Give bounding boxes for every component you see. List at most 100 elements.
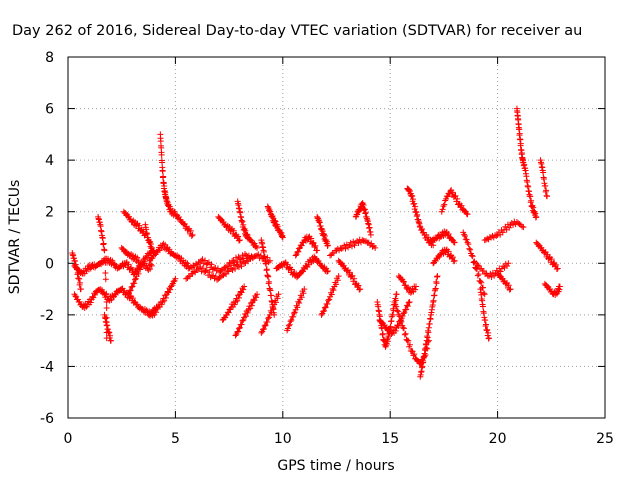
data-point-interp <box>214 265 221 272</box>
data-point-interp <box>485 329 492 336</box>
data-point-interp <box>394 307 401 314</box>
data-point-interp <box>263 266 270 273</box>
data-point-interp <box>484 235 491 242</box>
data-point-interp <box>242 313 249 320</box>
data-point-interp <box>266 278 273 285</box>
series-arc-26 <box>327 236 379 259</box>
data-point <box>314 247 321 254</box>
data-point-interp <box>424 334 431 341</box>
data-point-interp <box>403 306 410 313</box>
data-point-interp <box>132 275 139 282</box>
data-point-interp <box>240 255 247 262</box>
data-point-interp <box>404 303 411 310</box>
series-arc-44 <box>537 157 551 200</box>
data-point-interp <box>389 311 396 318</box>
series-arc-27 <box>352 200 374 238</box>
data-point <box>546 255 553 262</box>
data-point-interp <box>351 275 358 282</box>
data-point-interp <box>484 326 491 333</box>
data-point-interp <box>125 261 132 268</box>
data-point-interp <box>412 286 419 293</box>
data-point-interp <box>210 272 217 279</box>
data-point-interp <box>272 299 279 306</box>
data-point-interp <box>355 282 362 289</box>
data-point <box>318 311 325 318</box>
data-point-interp <box>139 261 146 268</box>
data-point-interp <box>454 195 461 202</box>
data-point-interp <box>247 305 254 312</box>
data-point <box>129 283 136 290</box>
data-point-interp <box>265 315 272 322</box>
data-point-interp <box>439 206 446 213</box>
data-point-interp <box>240 286 247 293</box>
data-point-interp <box>242 227 249 234</box>
data-point-interp <box>267 287 274 294</box>
data-point-interp <box>452 192 459 199</box>
data-point-interp <box>482 317 489 324</box>
data-point-interp <box>409 192 416 199</box>
data-point-interp <box>441 201 448 208</box>
data-point <box>507 286 514 293</box>
data-point-interp <box>87 299 94 306</box>
data-point <box>185 226 192 233</box>
series-arc-17 <box>232 291 261 339</box>
y-tick-label: 6 <box>45 102 54 118</box>
data-point-interp <box>474 272 481 279</box>
axis-ticks: 0 5 10 15 20 25 -6 -4 -2 0 2 4 6 8 <box>40 50 614 447</box>
data-point-interp <box>530 204 537 211</box>
data-point-interp <box>465 241 472 248</box>
data-point-interp <box>398 318 405 325</box>
data-point <box>544 193 551 200</box>
series-arc-24 <box>314 213 331 249</box>
data-point <box>281 260 288 267</box>
data-point-interp <box>187 273 194 280</box>
data-point <box>101 247 108 254</box>
data-point-interp <box>463 236 470 243</box>
data-point-interp <box>461 231 468 238</box>
grid-lines <box>68 57 605 418</box>
series-arc-04 <box>101 311 114 344</box>
data-point-interp <box>158 301 165 308</box>
data-point <box>335 273 342 280</box>
data-point-interp <box>290 313 297 320</box>
data-point-interp <box>231 259 238 266</box>
data-point-interp <box>102 270 109 277</box>
data-point-interp <box>235 328 242 335</box>
data-point-interp <box>102 276 109 283</box>
data-point-interp <box>268 292 275 299</box>
data-point-interp <box>235 253 242 260</box>
data-point-interp <box>101 255 108 262</box>
data-point-interp <box>350 278 357 285</box>
data-point <box>144 265 151 272</box>
data-point-interp <box>99 235 106 242</box>
series-arc-03 <box>95 213 110 342</box>
data-point <box>254 291 261 298</box>
data-point <box>468 252 475 259</box>
series-arc-39 <box>477 286 493 342</box>
x-tick-label: 5 <box>171 431 180 447</box>
data-point <box>434 273 441 280</box>
series-arc-42 <box>513 105 529 174</box>
data-point-interp <box>351 242 358 249</box>
data-point-interp <box>295 248 302 255</box>
y-tick-label: 4 <box>45 153 54 169</box>
x-tick-label: 10 <box>274 431 292 447</box>
data-point-interp <box>440 203 447 210</box>
data-point-interp <box>347 239 354 246</box>
data-point <box>324 268 331 275</box>
data-point-interp <box>265 273 272 280</box>
data-point <box>249 255 256 262</box>
series-arc-22 <box>284 286 308 334</box>
data-point-interp <box>426 320 433 327</box>
data-point-interp <box>341 242 348 249</box>
data-point-interp <box>445 230 452 237</box>
data-point-interp <box>234 258 241 265</box>
data-point-interp <box>405 299 412 306</box>
data-point-interp <box>342 245 349 252</box>
data-point-interp <box>298 242 305 249</box>
data-point <box>322 304 329 311</box>
data-point-interp <box>270 305 277 312</box>
data-point-interp <box>517 140 524 147</box>
data-point-interp <box>136 222 143 229</box>
